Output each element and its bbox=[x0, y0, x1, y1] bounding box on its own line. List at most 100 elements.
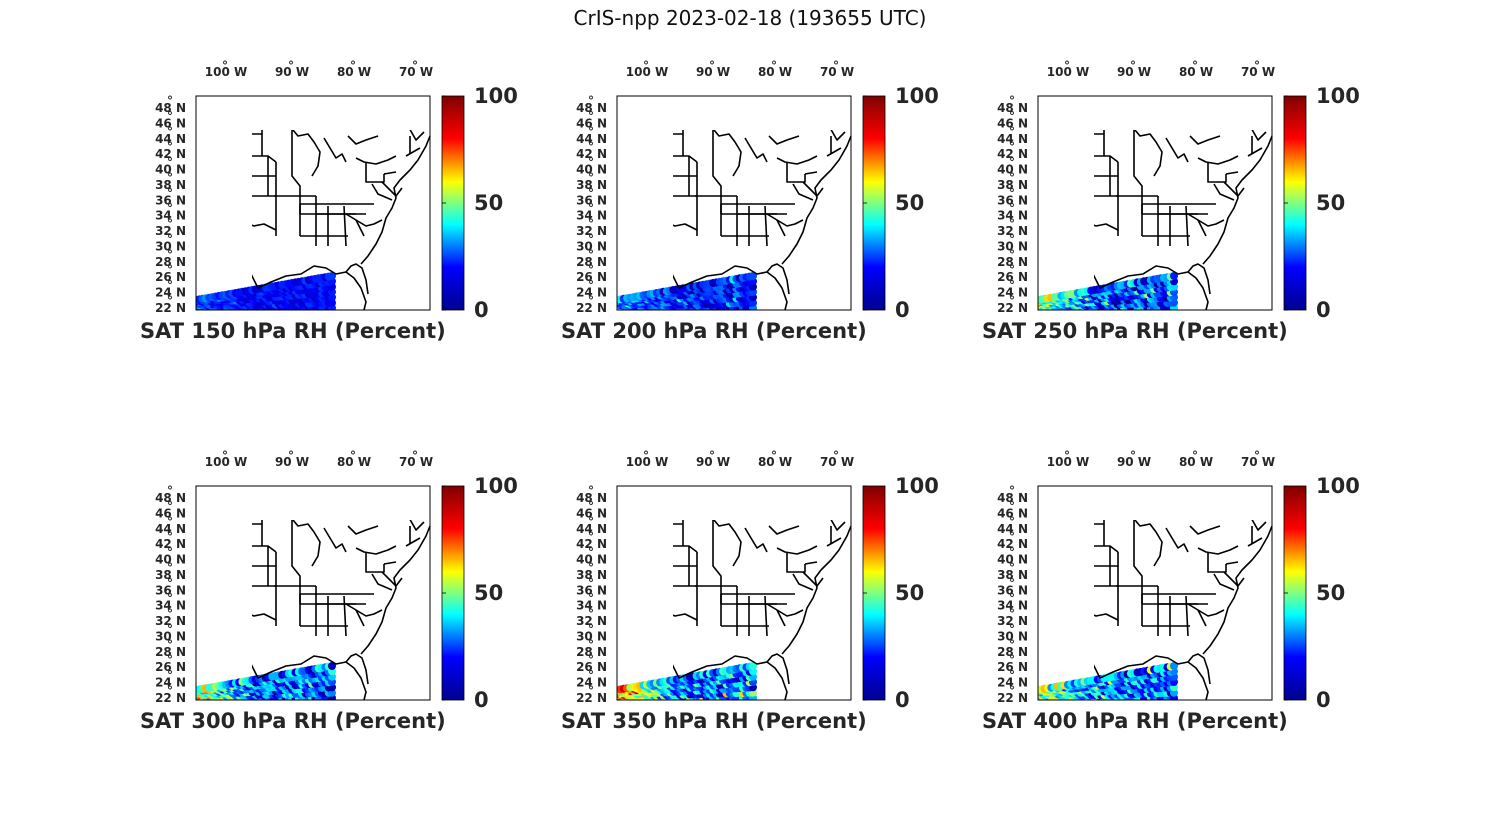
boundary-line bbox=[1251, 130, 1267, 141]
state-boundaries bbox=[252, 520, 431, 701]
lon-tick-label: 70 W bbox=[1241, 455, 1275, 469]
lat-degree-mark: ° bbox=[1009, 622, 1015, 636]
boundary-line bbox=[383, 561, 397, 565]
lat-degree-mark: ° bbox=[1009, 499, 1015, 513]
boundary-line bbox=[712, 130, 742, 177]
boundary-line bbox=[1225, 171, 1239, 175]
lon-degree-mark: ° bbox=[833, 59, 839, 73]
state-boundaries bbox=[1094, 130, 1273, 311]
boundary-line bbox=[1094, 655, 1209, 701]
lat-degree-mark: ° bbox=[167, 109, 173, 123]
rh-point bbox=[1170, 272, 1178, 280]
map-background bbox=[1038, 96, 1272, 310]
lat-degree-mark: ° bbox=[167, 94, 173, 108]
boundary-line bbox=[768, 135, 800, 145]
lat-degree-mark: ° bbox=[167, 279, 173, 293]
lat-tick-label: 44 N bbox=[576, 132, 607, 146]
boundary-line bbox=[776, 545, 818, 555]
lat-degree-mark: ° bbox=[588, 109, 594, 123]
boundary-line bbox=[355, 219, 365, 237]
map-frame bbox=[195, 485, 431, 701]
boundary-line bbox=[1189, 525, 1221, 535]
state-boundaries bbox=[673, 520, 852, 701]
boundary-line bbox=[345, 263, 369, 295]
rh-swath bbox=[196, 662, 336, 700]
boundary-line bbox=[1251, 520, 1267, 531]
lat-tick-label: 30 N bbox=[155, 629, 186, 643]
lon-degree-mark: ° bbox=[412, 59, 418, 73]
lat-degree-mark: ° bbox=[588, 279, 594, 293]
lat-degree-mark: ° bbox=[588, 263, 594, 277]
boundary-line bbox=[252, 265, 367, 311]
boundary-line bbox=[1187, 603, 1225, 617]
lat-degree-mark: ° bbox=[1009, 653, 1015, 667]
boundary-line bbox=[1213, 183, 1235, 201]
map-panel-300hpa: 100 W ° 90 W ° 80 W ° 70 W ° 48 N ° 46 N ° 44 N ° 42 N… bbox=[140, 449, 520, 752]
map-panel-250hpa: 100 W ° 90 W ° 80 W ° 70 W ° 48 N ° 46 N ° 44 N ° 42 N… bbox=[982, 59, 1362, 362]
lat-degree-mark: ° bbox=[167, 484, 173, 498]
lat-degree-mark: ° bbox=[588, 217, 594, 231]
boundary-line bbox=[792, 183, 814, 201]
lat-degree-mark: ° bbox=[167, 294, 173, 308]
boundary-line bbox=[781, 525, 852, 655]
lat-tick-label: 22 N bbox=[997, 301, 1028, 315]
lat-tick-label: 28 N bbox=[997, 645, 1028, 659]
boundary-line bbox=[1187, 213, 1225, 227]
figure-title: CrIS-npp 2023-02-18 (193655 UTC) bbox=[573, 6, 927, 30]
lat-tick-label: 26 N bbox=[997, 660, 1028, 674]
boundary-line bbox=[764, 205, 768, 247]
lat-degree-mark: ° bbox=[588, 484, 594, 498]
lat-degree-mark: ° bbox=[588, 592, 594, 606]
lat-degree-mark: ° bbox=[1009, 217, 1015, 231]
lat-tick-label: 32 N bbox=[576, 224, 607, 238]
boundary-line bbox=[371, 573, 393, 591]
map-panel-400hpa: 100 W ° 90 W ° 80 W ° 70 W ° 48 N ° 46 N ° 44 N ° 42 N… bbox=[982, 449, 1362, 752]
lon-tick-label: 90 W bbox=[696, 65, 730, 79]
map-background bbox=[196, 96, 430, 310]
lat-degree-mark: ° bbox=[167, 684, 173, 698]
boundary-line bbox=[1223, 181, 1245, 197]
boundary-line bbox=[766, 603, 804, 617]
lat-tick-label: 22 N bbox=[155, 691, 186, 705]
boundary-line bbox=[673, 613, 698, 621]
boundary-line bbox=[1247, 147, 1263, 157]
boundary-line bbox=[347, 135, 379, 145]
rh-swath bbox=[1038, 272, 1178, 310]
lat-tick-label: 22 N bbox=[155, 301, 186, 315]
lat-degree-mark: ° bbox=[167, 592, 173, 606]
lat-tick-label: 24 N bbox=[576, 286, 607, 300]
boundary-line bbox=[673, 655, 788, 701]
boundary-line bbox=[1189, 135, 1221, 145]
boundary-line bbox=[360, 135, 431, 265]
lat-degree-mark: ° bbox=[167, 125, 173, 139]
boundary-line bbox=[830, 520, 846, 531]
lat-tick-label: 32 N bbox=[997, 224, 1028, 238]
colorbar-tick-label: 0 bbox=[1316, 298, 1331, 322]
lon-degree-mark: ° bbox=[1064, 449, 1070, 463]
boundary-line bbox=[1225, 561, 1239, 565]
lat-degree-mark: ° bbox=[1009, 140, 1015, 154]
lat-degree-mark: ° bbox=[167, 607, 173, 621]
lon-tick-label: 100 W bbox=[205, 455, 247, 469]
lat-tick-label: 32 N bbox=[155, 224, 186, 238]
lat-tick-label: 42 N bbox=[155, 537, 186, 551]
lat-tick-label: 34 N bbox=[997, 209, 1028, 223]
lat-tick-label: 36 N bbox=[155, 583, 186, 597]
lat-degree-mark: ° bbox=[588, 622, 594, 636]
lat-tick-label: 34 N bbox=[576, 599, 607, 613]
lat-tick-label: 38 N bbox=[155, 178, 186, 192]
lat-degree-mark: ° bbox=[1009, 607, 1015, 621]
lat-degree-mark: ° bbox=[588, 499, 594, 513]
lon-tick-label: 70 W bbox=[399, 455, 433, 469]
lat-degree-mark: ° bbox=[167, 561, 173, 575]
lat-degree-mark: ° bbox=[588, 125, 594, 139]
boundary-line bbox=[1133, 520, 1163, 567]
boundary-line bbox=[776, 609, 786, 627]
colorbar-tick-label: 100 bbox=[1316, 84, 1360, 108]
lat-tick-label: 22 N bbox=[997, 691, 1028, 705]
panel-caption: SAT 200 hPa RH (Percent) bbox=[561, 319, 867, 343]
map-background bbox=[1038, 486, 1272, 700]
lat-degree-mark: ° bbox=[588, 248, 594, 262]
lat-tick-label: 34 N bbox=[997, 599, 1028, 613]
lat-degree-mark: ° bbox=[167, 638, 173, 652]
